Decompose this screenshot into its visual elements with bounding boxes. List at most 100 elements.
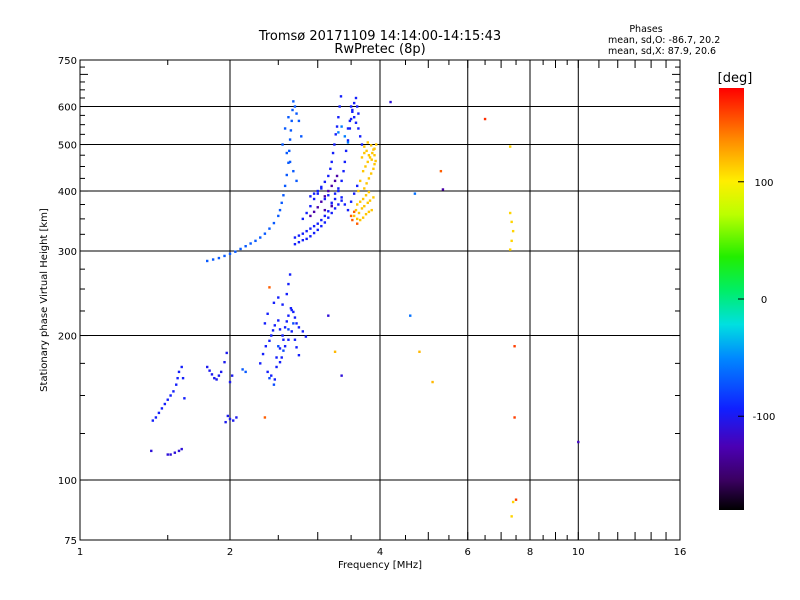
- data-point: [510, 515, 513, 518]
- data-point: [373, 162, 376, 166]
- data-point: [337, 189, 340, 193]
- data-point: [295, 179, 298, 183]
- data-point: [316, 192, 319, 195]
- data-point: [349, 214, 353, 218]
- data-point: [292, 169, 295, 173]
- data-point: [281, 303, 284, 306]
- data-point: [357, 112, 360, 115]
- data-point: [225, 351, 228, 355]
- x-tick-label: 10: [572, 547, 585, 558]
- data-point: [367, 210, 371, 214]
- data-point: [340, 199, 343, 202]
- data-point: [210, 373, 214, 376]
- data-point: [323, 214, 327, 218]
- data-point: [309, 214, 312, 218]
- data-point: [316, 222, 319, 225]
- data-point: [283, 326, 287, 329]
- colorbar-label: [deg]: [718, 71, 753, 86]
- data-point: [316, 228, 319, 232]
- data-point: [277, 345, 280, 348]
- data-point: [219, 370, 223, 374]
- data-point: [268, 339, 271, 343]
- data-point: [366, 141, 369, 144]
- data-point: [343, 160, 347, 164]
- data-point: [320, 224, 323, 228]
- y-tick-label: 750: [58, 56, 77, 67]
- data-point: [283, 345, 287, 348]
- data-point: [360, 143, 364, 146]
- data-point: [215, 378, 218, 381]
- data-point: [441, 188, 445, 191]
- data-point: [361, 216, 365, 219]
- data-point: [290, 119, 293, 123]
- x-tick-label: 2: [227, 547, 233, 558]
- data-point: [205, 365, 209, 369]
- data-point: [370, 158, 373, 161]
- data-point: [275, 356, 278, 359]
- data-point: [346, 208, 350, 212]
- data-point: [355, 105, 359, 108]
- data-point: [374, 159, 377, 163]
- data-point: [508, 211, 512, 215]
- data-point: [344, 149, 348, 153]
- data-point: [180, 447, 183, 451]
- chart-subtitle: RwPretec (8p): [334, 42, 425, 57]
- data-point: [293, 105, 297, 108]
- data-point: [169, 394, 172, 397]
- data-point: [292, 310, 295, 314]
- data-point: [361, 169, 365, 173]
- data-point: [244, 245, 247, 248]
- data-point: [287, 116, 290, 119]
- data-point: [177, 449, 181, 453]
- data-point: [288, 149, 291, 153]
- data-point: [323, 221, 327, 224]
- data-point: [351, 108, 354, 112]
- data-point: [357, 189, 360, 193]
- data-point: [305, 229, 308, 233]
- data-point: [297, 240, 301, 244]
- data-point: [287, 161, 290, 165]
- data-point: [577, 440, 580, 444]
- data-point: [235, 416, 238, 419]
- data-point: [282, 338, 285, 341]
- data-point: [327, 210, 330, 213]
- data-point: [333, 207, 337, 210]
- axis-minor-ticks: [79, 59, 681, 541]
- data-point: [223, 254, 226, 258]
- data-point: [166, 398, 169, 401]
- data-point: [166, 453, 169, 456]
- data-point: [254, 239, 257, 243]
- data-point: [335, 125, 339, 128]
- data-point: [290, 308, 293, 312]
- data-point: [259, 236, 262, 239]
- data-point: [183, 397, 186, 400]
- data-point: [358, 200, 362, 203]
- data-point: [268, 227, 271, 230]
- data-point: [289, 307, 293, 310]
- data-point: [330, 204, 333, 208]
- data-point: [346, 127, 350, 130]
- data-point: [154, 416, 158, 419]
- data-point: [169, 453, 172, 456]
- data-point: [280, 356, 283, 359]
- data-point: [287, 328, 290, 331]
- data-point: [271, 329, 275, 332]
- data-point: [358, 218, 362, 222]
- data-point: [352, 214, 356, 218]
- data-point: [367, 177, 371, 180]
- data-point: [234, 250, 237, 253]
- data-point: [510, 239, 513, 243]
- data-point: [511, 500, 515, 504]
- data-point: [368, 199, 372, 202]
- data-point: [354, 96, 358, 100]
- data-point: [292, 322, 295, 325]
- data-point: [312, 197, 316, 201]
- data-point: [320, 218, 323, 222]
- data-point: [369, 172, 373, 175]
- data-point: [181, 376, 185, 380]
- phases-heading: Phases: [629, 24, 662, 35]
- data-point: [312, 224, 316, 228]
- data-point: [323, 180, 327, 184]
- data-point: [273, 378, 276, 381]
- data-point: [320, 185, 323, 189]
